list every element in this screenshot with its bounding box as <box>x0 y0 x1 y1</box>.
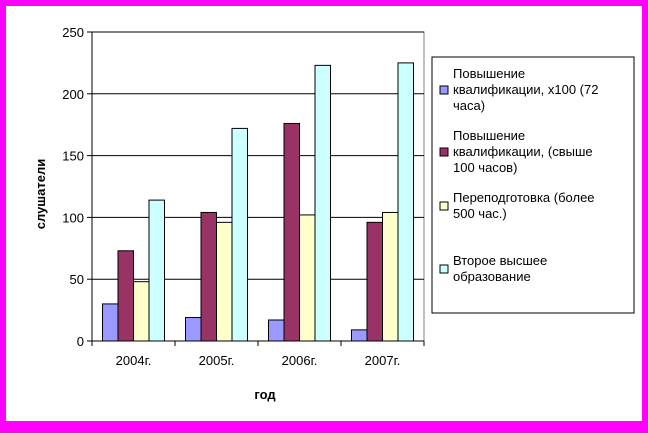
bar <box>148 199 165 342</box>
chart-frame: 0 50 100 150 200 250 2004г. 2005г. 2006г. 2007г. … <box>6 6 642 421</box>
bar <box>117 250 134 342</box>
legend-swatch <box>439 85 449 95</box>
legend-swatch <box>439 201 449 211</box>
y-tick-label: 50 <box>70 272 84 287</box>
y-tick-label: 250 <box>62 25 84 40</box>
x-tick-label: 2004г. <box>116 353 152 368</box>
bar <box>185 317 202 342</box>
x-axis-title: год <box>254 387 276 402</box>
legend-box <box>431 56 635 314</box>
x-tick-label: 2005г. <box>199 353 235 368</box>
bar <box>231 127 248 342</box>
y-tick-label: 150 <box>62 149 84 164</box>
bar <box>283 122 300 342</box>
bar <box>397 62 414 342</box>
bar <box>299 214 316 342</box>
bar <box>366 221 383 342</box>
y-axis-title: слушатели <box>33 159 48 229</box>
y-tick-label: 200 <box>62 87 84 102</box>
x-tick-label: 2007г. <box>365 353 401 368</box>
legend: Повышение квалификации, х100 (72 часа) Повы… <box>431 56 635 314</box>
legend-entry: Повышение квалификации, х100 (72 часа) <box>453 66 598 113</box>
legend-swatch <box>439 147 449 157</box>
bar <box>351 329 368 342</box>
bar <box>268 319 285 342</box>
legend-swatch <box>439 264 449 274</box>
bar <box>382 211 399 342</box>
y-tick-label: 100 <box>62 210 84 225</box>
bar <box>216 221 233 342</box>
bar <box>102 303 119 342</box>
legend-entry: Второе высшее образование <box>453 253 547 284</box>
x-tick-label: 2006г. <box>282 353 318 368</box>
y-tick-label: 0 <box>77 334 84 349</box>
legend-entry: Повышение квалификации, (свыше 100 часов) <box>453 128 593 175</box>
bar <box>314 64 331 342</box>
bar <box>200 211 217 342</box>
legend-entry: Переподготовка (более 500 час.) <box>453 190 595 221</box>
bar <box>133 281 150 342</box>
